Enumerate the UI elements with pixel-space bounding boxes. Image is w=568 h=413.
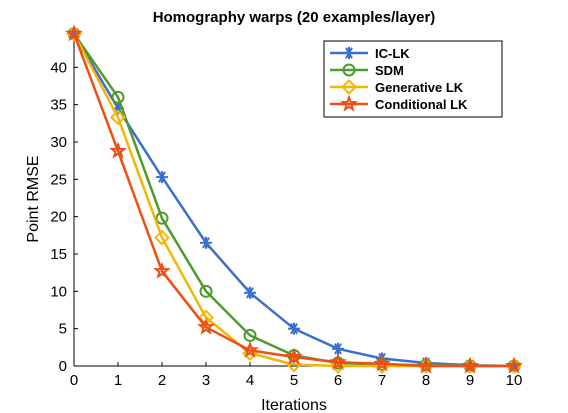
y-tick-label: 30 xyxy=(50,134,67,151)
data-point-sdm xyxy=(243,328,257,342)
data-point-conditional-lk xyxy=(65,24,83,42)
series-conditional-lk xyxy=(65,24,523,374)
y-tick-label: 20 xyxy=(50,209,67,226)
data-point-generative-lk xyxy=(154,229,170,246)
data-point-ic-lk xyxy=(156,171,168,184)
legend-item-generative-lk: Generative LK xyxy=(330,79,464,95)
x-tick-label: 1 xyxy=(114,372,122,389)
legend-marker xyxy=(341,79,357,95)
x-tick-label: 3 xyxy=(202,372,210,389)
data-point-conditional-lk xyxy=(241,340,259,358)
legend-label: SDM xyxy=(375,63,404,78)
x-tick-label: 7 xyxy=(378,372,386,389)
legend-marker xyxy=(343,47,355,59)
data-point-conditional-lk xyxy=(109,141,127,159)
data-point-conditional-lk xyxy=(417,356,435,374)
legend-label: Conditional LK xyxy=(375,97,468,112)
axes: 0 1 2 3 4 5 6 7 8 9 10 0 5 10 15 20 25 30 35 40 xyxy=(50,30,522,389)
data-point-generative-lk xyxy=(110,109,126,126)
data-point-conditional-lk xyxy=(505,356,523,374)
data-point-conditional-lk xyxy=(285,347,303,365)
y-tick-label: 5 xyxy=(59,321,67,338)
data-point-ic-lk xyxy=(288,322,300,335)
x-tick-label: 4 xyxy=(246,372,254,389)
legend-label: Generative LK xyxy=(375,80,464,95)
x-tick-label: 10 xyxy=(506,372,523,389)
data-point-sdm xyxy=(155,211,169,225)
series-line-conditional-lk xyxy=(72,33,514,368)
y-tick-label: 10 xyxy=(50,283,67,300)
x-tick-label: 0 xyxy=(70,372,78,389)
legend-marker xyxy=(340,94,358,112)
data-point-generative-lk xyxy=(198,309,214,326)
x-tick-label: 9 xyxy=(466,372,474,389)
legend-item-conditional-lk: Conditional LK xyxy=(330,94,468,112)
legend-label: IC-LK xyxy=(375,46,410,61)
data-point-generative-lk xyxy=(330,358,346,374)
legend: IC-LK SDM Generative LK Conditional LK xyxy=(323,40,503,118)
legend-item-sdm: SDM xyxy=(330,63,404,78)
x-tick-label: 2 xyxy=(158,372,166,389)
plot-series xyxy=(65,24,523,374)
x-tick-label: 8 xyxy=(422,372,430,389)
data-point-conditional-lk xyxy=(197,317,215,335)
y-tick-label: 35 xyxy=(50,97,67,114)
data-point-sdm xyxy=(199,284,213,298)
chart-title: Homography warps (20 examples/layer) xyxy=(153,9,436,26)
y-tick-label: 40 xyxy=(50,59,67,76)
data-point-ic-lk xyxy=(332,342,344,355)
x-axis-label: Iterations xyxy=(261,397,327,413)
data-point-conditional-lk xyxy=(461,356,479,374)
data-point-conditional-lk xyxy=(153,261,171,279)
x-tick-label: 5 xyxy=(290,372,298,389)
y-tick-label: 25 xyxy=(50,171,67,188)
data-point-conditional-lk xyxy=(329,352,347,370)
legend-item-ic-lk: IC-LK xyxy=(330,46,410,61)
data-point-conditional-lk xyxy=(373,354,391,372)
y-tick-label: 15 xyxy=(50,246,67,263)
data-point-ic-lk xyxy=(200,236,212,249)
data-point-ic-lk xyxy=(244,286,256,299)
legend-marker xyxy=(342,63,356,77)
y-axis-label: Point RMSE xyxy=(25,155,42,242)
x-tick-label: 6 xyxy=(334,372,342,389)
y-tick-label: 0 xyxy=(59,358,67,375)
data-point-sdm xyxy=(111,90,125,104)
